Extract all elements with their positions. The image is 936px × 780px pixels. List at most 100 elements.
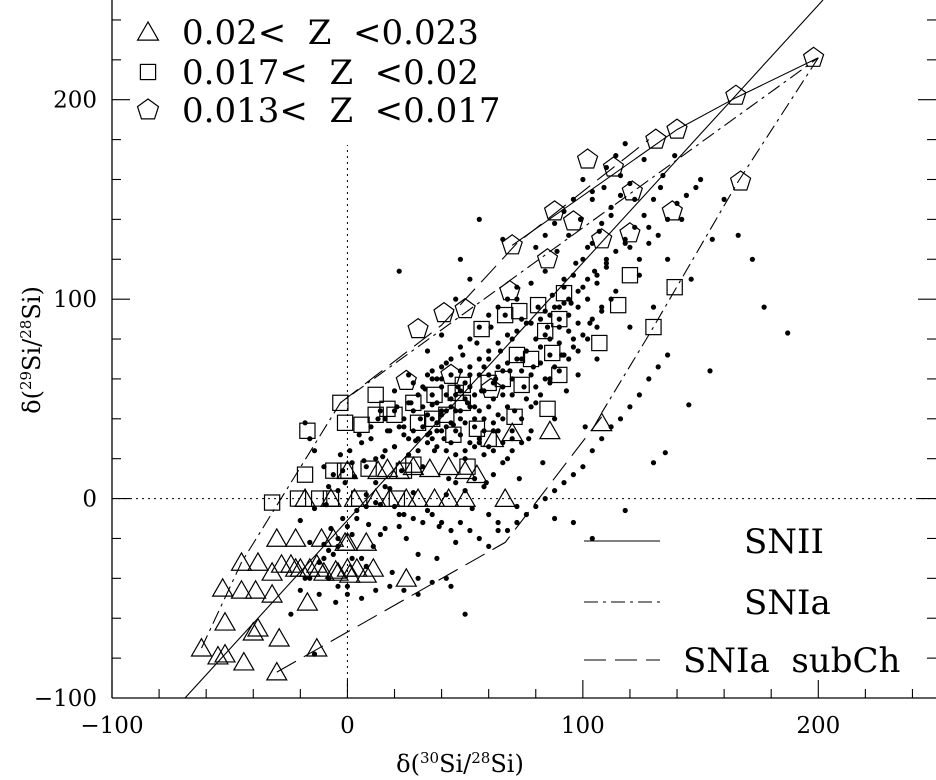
grain-point — [589, 535, 595, 542]
marker-triangle — [322, 527, 345, 547]
grain-point — [495, 412, 501, 418]
grain-point — [476, 324, 482, 330]
grain-point — [366, 521, 372, 528]
grain-point — [566, 356, 572, 362]
grain-point — [592, 268, 598, 274]
marker-triangle — [305, 553, 328, 573]
grain-point — [420, 519, 426, 526]
marker-triangle — [355, 531, 378, 551]
grain-point — [561, 300, 567, 306]
grain-point — [526, 436, 532, 442]
grain-point — [462, 420, 468, 426]
grain-point — [686, 402, 692, 408]
grain-point — [528, 320, 534, 326]
marker-pentagon — [602, 156, 625, 177]
grain-point — [481, 484, 487, 490]
marker-pentagon — [621, 180, 644, 201]
grain-point — [683, 192, 690, 198]
grain-point — [448, 583, 454, 589]
marker-triangle — [279, 553, 302, 573]
grain-point — [469, 505, 475, 512]
marker-triangle — [296, 591, 319, 611]
grain-point — [521, 384, 527, 390]
grain-point — [547, 352, 553, 358]
grain-point — [356, 432, 362, 438]
y-tick-label: 0 — [82, 487, 97, 513]
grain-point — [448, 372, 454, 378]
grain-point — [396, 523, 402, 530]
marker-triangle — [230, 579, 253, 599]
grain-point — [497, 348, 504, 354]
marker-square — [645, 318, 662, 336]
grain-point — [476, 535, 482, 542]
legend-label: SNII — [744, 522, 824, 562]
grain-point — [650, 196, 657, 202]
marker-triangle — [494, 487, 517, 507]
grain-point — [523, 320, 530, 326]
grain-point — [613, 248, 619, 254]
grain-point — [417, 416, 423, 422]
grain-point — [627, 404, 633, 410]
grain-point — [429, 416, 435, 422]
grain-point — [462, 380, 468, 386]
grain-point — [377, 531, 383, 538]
grain-point — [636, 392, 643, 398]
grain-point — [321, 555, 327, 562]
grain-point — [415, 591, 421, 597]
grain-point — [401, 587, 407, 593]
grain-point — [570, 344, 577, 350]
marker-triangle — [265, 527, 288, 547]
legend-label: SNIa subCh — [683, 641, 900, 681]
marker-pentagon — [666, 118, 688, 139]
grain-point — [467, 364, 473, 370]
grain-point — [448, 356, 454, 362]
marker-pentagon — [725, 84, 747, 105]
marker-square — [511, 302, 528, 320]
grain-point — [603, 264, 610, 270]
marker-triangle — [454, 487, 477, 507]
grain-point — [622, 507, 628, 514]
marker-square — [438, 406, 455, 424]
grain-point — [457, 256, 463, 262]
grain-point — [573, 260, 579, 266]
marker-triangle — [362, 557, 385, 577]
grain-point — [617, 416, 624, 422]
grain-point — [401, 424, 407, 430]
x-tick-label: 200 — [796, 713, 840, 739]
grain-point — [627, 324, 633, 330]
marker-triangle — [395, 487, 418, 507]
model-line-longdash — [276, 416, 603, 673]
grain-point — [500, 460, 506, 466]
legend-item-pentagon: 0.013< Z <0.017 — [136, 91, 501, 131]
grain-point — [599, 304, 605, 310]
grain-point — [467, 440, 473, 446]
grain-point — [585, 276, 591, 282]
grain-point — [337, 452, 343, 458]
model-markers — [190, 46, 825, 681]
marker-square — [367, 386, 384, 404]
grain-point — [429, 368, 435, 374]
grain-point — [495, 527, 501, 534]
grain-point — [575, 348, 581, 354]
marker-square — [395, 462, 413, 479]
grain-point — [389, 569, 395, 576]
grain-point — [307, 539, 313, 546]
grain-point — [698, 176, 704, 183]
grain-point — [436, 523, 442, 530]
marker-square — [513, 376, 530, 394]
grain-point — [650, 460, 657, 466]
grain-point — [443, 575, 449, 581]
grain-point — [431, 448, 438, 454]
marker-pentagon — [440, 363, 462, 384]
marker-square — [551, 310, 568, 328]
marker-square — [325, 462, 342, 479]
grain-point — [373, 456, 379, 462]
grain-point — [580, 256, 586, 262]
marker-pentagon — [433, 301, 455, 323]
grain-point — [514, 284, 520, 290]
grain-point — [472, 416, 478, 422]
marker-triangle — [395, 567, 418, 587]
marker-triangle — [261, 583, 284, 603]
grain-point — [617, 192, 624, 198]
legend-item-dashdot: SNIa — [584, 583, 831, 623]
